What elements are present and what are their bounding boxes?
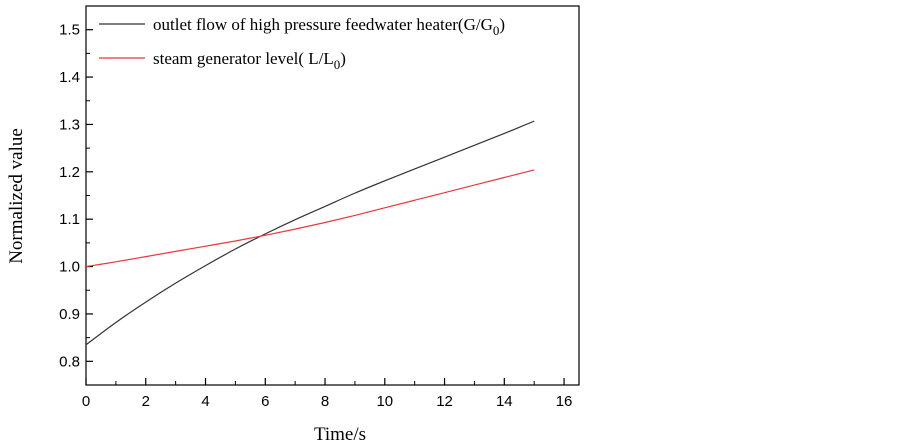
y-tick-label: 0.9 [59,306,80,323]
legend: outlet flow of high pressure feedwater h… [99,15,505,72]
x-tick-label: 12 [436,393,453,410]
y-axis-title: Normalized value [6,128,27,264]
y-tick-label: 0.8 [59,353,80,370]
series-line-steam-level [85,169,535,268]
x-axis-title: Time/s [314,424,366,445]
y-tick-label: 1.2 [59,164,80,181]
legend-label-outlet-flow: outlet flow of high pressure feedwater h… [153,15,505,38]
series-line-outlet-flow [85,120,535,346]
y-tick-label: 1.1 [59,211,80,228]
y-tick-label: 1.0 [59,259,80,276]
x-tick-label: 14 [496,393,513,410]
y-tick-label: 1.5 [59,22,80,39]
legend-label-steam-level: steam generator level( L/L0) [153,49,346,72]
x-tick-label: 8 [321,393,329,410]
series-lines [85,120,535,346]
y-axis-ticks: 0.8 0.9 1.0 1.1 1.2 1.3 1.4 1.5 [59,5,93,386]
x-tick-label: 2 [142,393,150,410]
x-tick-label: 10 [376,393,393,410]
y-tick-label: 1.3 [59,116,80,133]
y-tick-label: 1.4 [59,69,80,86]
x-tick-label: 6 [261,393,269,410]
x-tick-label: 4 [201,393,209,410]
x-tick-label: 16 [556,393,573,410]
x-tick-label: 0 [82,393,90,410]
x-axis-ticks: 0 2 4 6 8 10 12 14 16 [82,378,573,410]
